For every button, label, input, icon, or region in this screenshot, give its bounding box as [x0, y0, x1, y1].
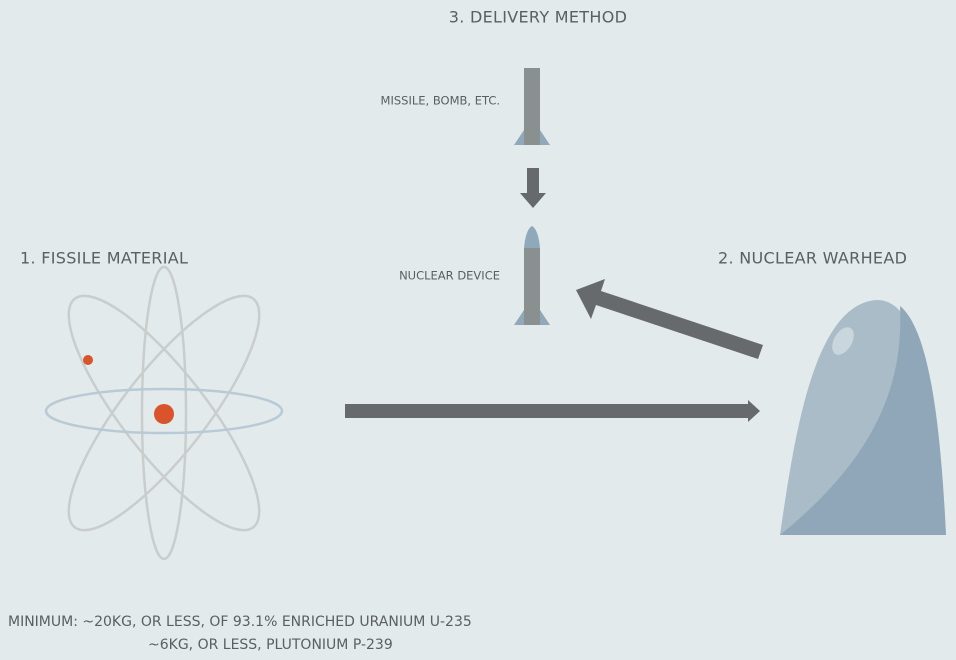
- fissile-title: 1. FISSILE MATERIAL: [20, 249, 188, 268]
- footnote-line: MINIMUM: ~20KG, OR LESS, OF 93.1% ENRICH…: [8, 614, 472, 630]
- page: {"delivery": {"title": "3. DELIVERY METH…: [0, 0, 956, 660]
- delivery-title: 3. DELIVERY METHOD: [449, 8, 627, 27]
- missile-label: MISSILE, BOMB, ETC.: [381, 94, 500, 108]
- footnote-line: ~6KG, OR LESS, PLUTONIUM P-239: [148, 637, 393, 653]
- diagram: 3. DELIVERY METHOD MISSILE, BOMB, ETC. N…: [0, 0, 956, 660]
- device-label: NUCLEAR DEVICE: [399, 269, 500, 283]
- warhead-title: 2. NUCLEAR WARHEAD: [718, 249, 907, 268]
